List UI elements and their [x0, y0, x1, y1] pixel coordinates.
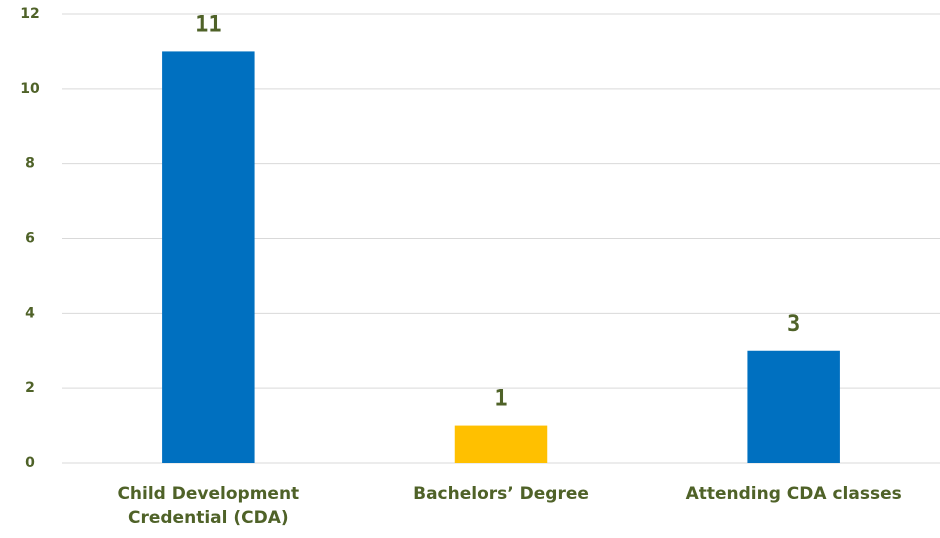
y-tick-label: 6 — [25, 231, 35, 247]
data-label: 1 — [494, 387, 507, 412]
x-tick-label: Child Development Credential (CDA) — [117, 484, 300, 528]
y-tick-label: 0 — [25, 455, 35, 471]
data-label: 11 — [195, 12, 222, 37]
y-tick-label: 4 — [25, 305, 35, 321]
bar — [162, 51, 255, 464]
y-tick-label: 12 — [20, 6, 39, 22]
data-label: 3 — [787, 312, 800, 337]
y-tick-label: 2 — [25, 380, 35, 396]
y-tick-label: 10 — [20, 81, 40, 97]
x-tick-label: Attending CDA classes — [685, 484, 902, 504]
bar — [747, 350, 840, 463]
y-tick-label: 8 — [25, 156, 35, 172]
x-tick-label: Bachelors’ Degree — [413, 484, 589, 504]
bar — [454, 425, 548, 463]
